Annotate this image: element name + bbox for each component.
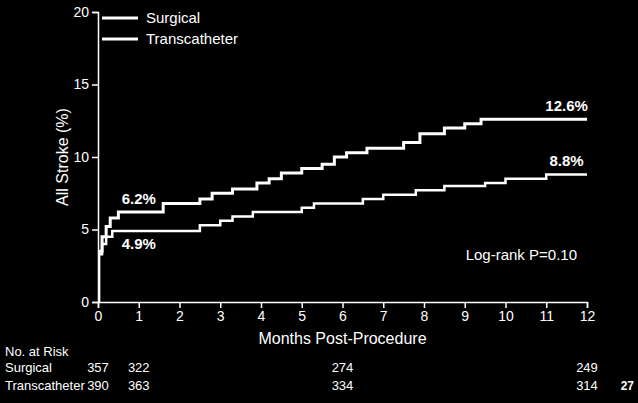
tick-mark	[92, 229, 98, 231]
tick-mark	[92, 302, 98, 304]
risk-value: 363	[128, 378, 150, 393]
risk-value: 274	[332, 360, 354, 375]
tick: 10	[498, 302, 514, 324]
footer: 27	[621, 379, 635, 393]
tick-label: 7	[380, 308, 388, 324]
tick: 11	[539, 302, 554, 324]
tick-label: 10	[498, 308, 514, 324]
tick: 3	[217, 302, 225, 324]
chart: 012345678910111205101520Months Post-Proc…	[0, 0, 638, 403]
risk-value: 322	[128, 360, 150, 375]
tick-label: 15	[73, 76, 89, 92]
annotation: 8.8%	[550, 152, 584, 169]
legend-swatch	[102, 38, 138, 41]
tick-label: 11	[539, 308, 554, 324]
tick-mark	[92, 157, 98, 159]
series-line	[98, 174, 587, 302]
legend-swatch	[102, 17, 138, 20]
tick-label: 0	[95, 308, 103, 324]
tick: 12	[580, 302, 596, 324]
legend: Surgical Transcatheter	[102, 9, 238, 47]
risk-table-title: No. at Risk	[5, 344, 69, 359]
tick: 7	[380, 302, 388, 324]
risk-row-label: Transcatheter	[5, 378, 85, 393]
risk-row-label: Surgical	[5, 360, 52, 375]
tick-label: 9	[461, 308, 469, 324]
risk-value: 357	[87, 360, 109, 375]
tick-label: 5	[81, 221, 89, 237]
annotation: 6.2%	[122, 190, 156, 207]
risk-value: 249	[576, 360, 598, 375]
tick-label: 3	[217, 308, 225, 324]
tick: 8	[421, 302, 429, 324]
axis-line	[92, 13, 99, 303]
tick-label: 6	[339, 308, 347, 324]
tick: 0	[81, 294, 98, 310]
tick-label: 4	[258, 308, 266, 324]
tick-label: 10	[73, 149, 89, 165]
legend-label: Surgical	[146, 9, 200, 26]
tick: 2	[176, 302, 184, 324]
x-axis: 0123456789101112	[95, 302, 596, 324]
tick: 5	[298, 302, 306, 324]
tick-label: 2	[176, 308, 184, 324]
plot-area	[98, 119, 587, 302]
risk-value: 390	[87, 378, 109, 393]
y-axis-title: All Stroke (%)	[54, 108, 71, 206]
background	[0, 0, 638, 403]
risk-value: 314	[576, 378, 598, 393]
annotation: 4.9%	[122, 235, 156, 252]
tick: 10	[73, 149, 98, 165]
tick-mark	[92, 84, 98, 86]
risk-table: No. at RiskSurgical 357 322 274 249 Transcath…	[5, 344, 598, 393]
tick-label: 5	[298, 308, 306, 324]
risk-value: 334	[332, 378, 354, 393]
tick: 9	[461, 302, 469, 324]
tick-label: 1	[135, 308, 143, 324]
series-line	[98, 119, 587, 302]
tick-label: 20	[73, 4, 89, 20]
x-axis-title: Months Post-Procedure	[258, 330, 426, 347]
y-axis: 0 5 10 15 20	[73, 4, 98, 310]
tick: 5	[81, 221, 98, 237]
tick: 4	[258, 302, 266, 324]
tick: 0	[95, 302, 103, 324]
tick-label: 8	[421, 308, 429, 324]
tick-label: 0	[81, 294, 89, 310]
note: Log-rank P=0.10	[466, 246, 577, 263]
tick: 6	[339, 302, 347, 324]
tick: 1	[135, 302, 143, 324]
tick: 20	[73, 4, 98, 20]
legend-label: Transcatheter	[146, 30, 238, 47]
annotation: 12.6%	[545, 97, 588, 114]
tick: 15	[73, 76, 98, 92]
tick-label: 12	[580, 308, 596, 324]
tick-mark	[92, 12, 98, 14]
